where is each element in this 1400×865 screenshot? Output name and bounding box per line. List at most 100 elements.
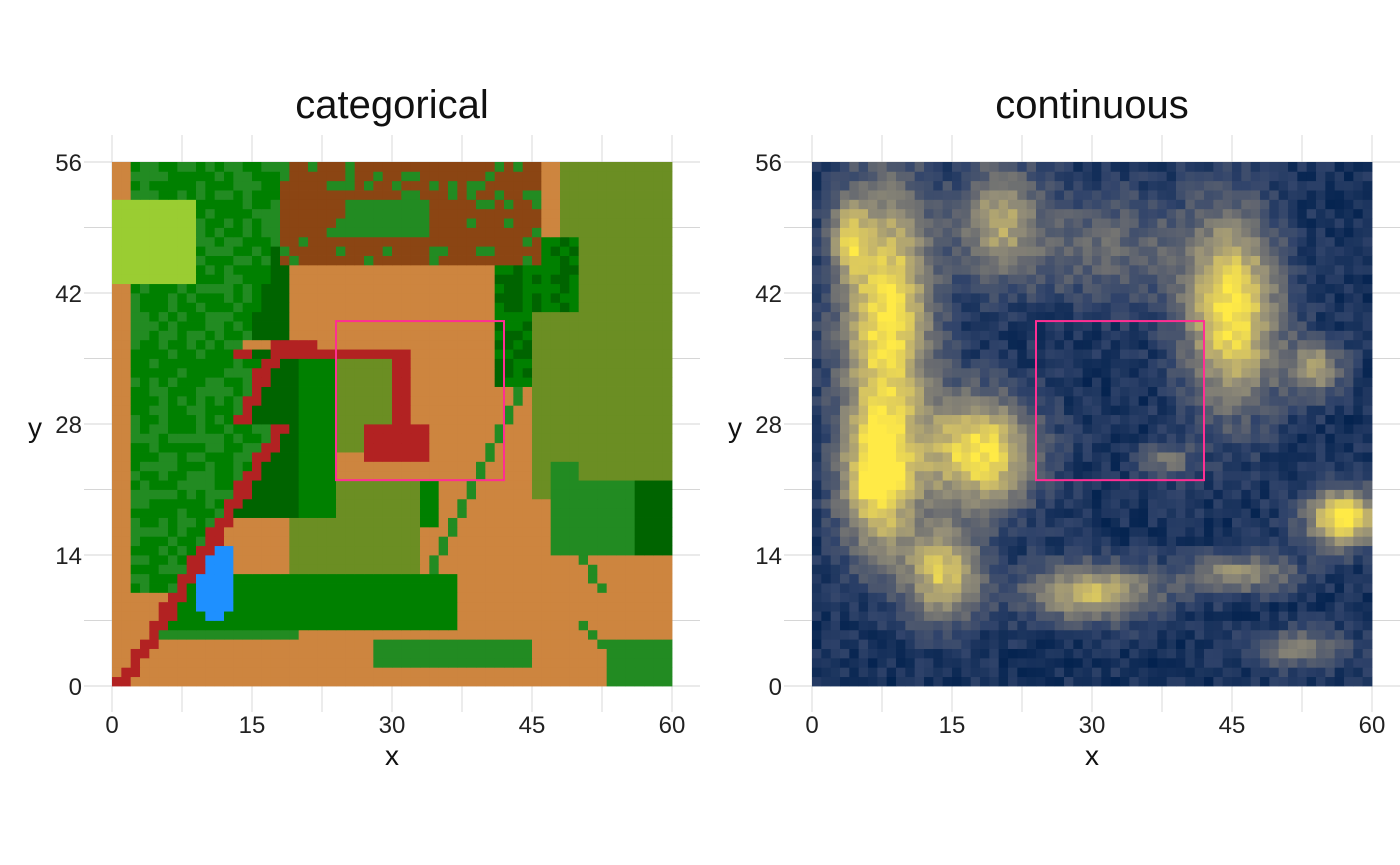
- raster-cell: [280, 461, 290, 472]
- raster-cell: [354, 489, 365, 500]
- raster-cell: [644, 620, 654, 631]
- raster-cell: [317, 573, 328, 584]
- raster-cell: [112, 227, 122, 238]
- raster-cell: [1288, 517, 1298, 528]
- raster-cell: [858, 461, 869, 472]
- raster-cell: [214, 236, 225, 247]
- raster-cell: [1129, 620, 1140, 631]
- raster-cell: [1353, 480, 1364, 490]
- raster-cell: [196, 377, 206, 387]
- raster-cell: [130, 433, 141, 444]
- raster-cell: [214, 564, 225, 575]
- raster-cell: [952, 442, 962, 453]
- raster-cell: [588, 517, 598, 528]
- raster-cell: [224, 367, 234, 378]
- raster-cell: [1148, 489, 1158, 500]
- raster-cell: [914, 629, 925, 640]
- raster-cell: [1334, 629, 1345, 640]
- raster-cell: [998, 629, 1009, 640]
- raster-cell: [1288, 470, 1298, 481]
- raster-cell: [849, 667, 860, 678]
- raster-cell: [242, 405, 253, 416]
- raster-cell: [270, 162, 281, 172]
- raster-cell: [196, 620, 206, 631]
- raster-cell: [364, 236, 374, 247]
- raster-cell: [1334, 498, 1345, 509]
- raster-cell: [1250, 573, 1261, 584]
- raster-cell: [504, 536, 514, 547]
- raster-cell: [1045, 611, 1056, 621]
- raster-cell: [560, 620, 570, 631]
- raster-cell: [457, 536, 468, 547]
- raster-cell: [522, 190, 533, 200]
- raster-cell: [252, 386, 262, 397]
- raster-cell: [1232, 489, 1242, 500]
- raster-cell: [270, 526, 281, 537]
- raster-cell: [326, 302, 337, 313]
- raster-cell: [130, 171, 141, 182]
- raster-cell: [233, 564, 244, 575]
- raster-cell: [112, 470, 122, 481]
- raster-cell: [326, 639, 337, 649]
- raster-cell: [1334, 555, 1345, 565]
- raster-cell: [196, 461, 206, 472]
- raster-cell: [130, 386, 141, 397]
- raster-cell: [196, 349, 206, 359]
- raster-cell: [1269, 667, 1280, 678]
- raster-cell: [952, 517, 962, 528]
- raster-cell: [1325, 555, 1336, 565]
- raster-cell: [326, 620, 337, 631]
- raster-cell: [168, 274, 178, 285]
- raster-cell: [401, 667, 412, 678]
- raster-cell: [373, 321, 384, 331]
- raster-cell: [401, 498, 412, 509]
- raster-cell: [550, 246, 561, 256]
- raster-cell: [849, 536, 860, 547]
- raster-cell: [382, 470, 393, 481]
- raster-cell: [466, 424, 477, 434]
- raster-cell: [634, 395, 645, 406]
- raster-cell: [476, 545, 486, 556]
- raster-cell: [392, 218, 402, 228]
- raster-cell: [177, 461, 188, 472]
- raster-cell: [214, 293, 225, 303]
- raster-cell: [1101, 452, 1112, 462]
- raster-cell: [541, 349, 552, 359]
- raster-cell: [588, 208, 598, 219]
- raster-cell: [1092, 611, 1102, 621]
- raster-cell: [429, 218, 440, 228]
- raster-cell: [485, 648, 496, 659]
- raster-cell: [634, 583, 645, 593]
- raster-cell: [410, 311, 421, 322]
- raster-cell: [298, 508, 309, 518]
- raster-cell: [280, 264, 290, 275]
- raster-cell: [242, 583, 253, 593]
- raster-cell: [513, 442, 524, 453]
- raster-cell: [812, 611, 822, 621]
- raster-cell: [345, 629, 356, 640]
- raster-cell: [494, 676, 505, 687]
- raster-cell: [560, 564, 570, 575]
- raster-cell: [476, 601, 486, 612]
- raster-cell: [121, 377, 132, 387]
- raster-cell: [476, 424, 486, 434]
- raster-cell: [270, 517, 281, 528]
- raster-cell: [158, 470, 169, 481]
- raster-cell: [588, 171, 598, 182]
- raster-cell: [504, 545, 514, 556]
- raster-cell: [186, 667, 197, 678]
- raster-cell: [504, 218, 514, 228]
- raster-cell: [1297, 676, 1308, 687]
- raster-cell: [625, 657, 636, 668]
- raster-cell: [317, 489, 328, 500]
- raster-cell: [392, 461, 402, 472]
- raster-cell: [214, 545, 225, 556]
- raster-cell: [326, 667, 337, 678]
- raster-cell: [168, 498, 178, 509]
- raster-cell: [504, 508, 514, 518]
- raster-cell: [345, 414, 356, 425]
- raster-cell: [485, 470, 496, 481]
- raster-cell: [457, 405, 468, 416]
- raster-cell: [392, 480, 402, 490]
- raster-cell: [112, 545, 122, 556]
